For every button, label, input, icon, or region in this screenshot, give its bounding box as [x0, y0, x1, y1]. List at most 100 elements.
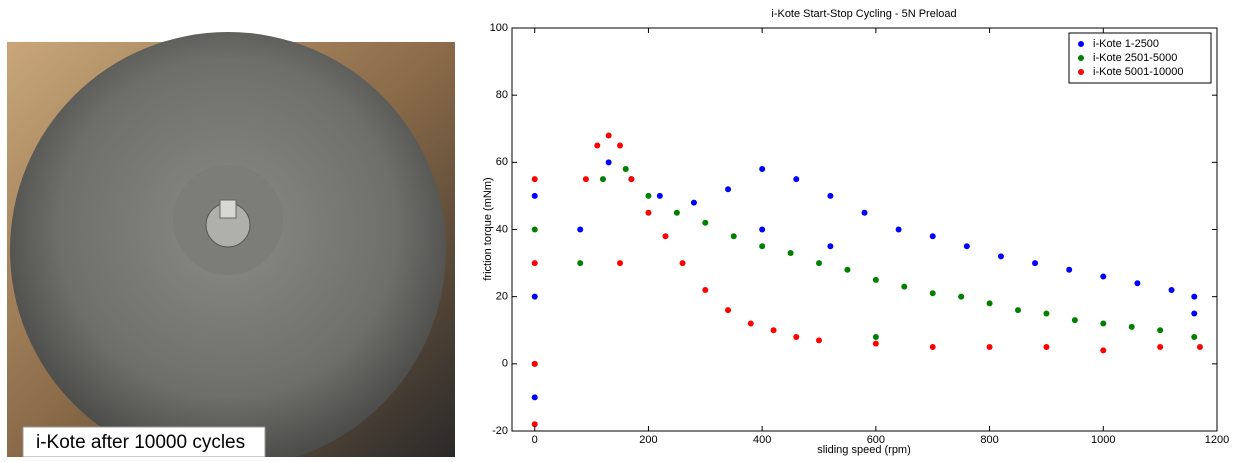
point: [816, 260, 823, 267]
chart: i-Kote Start-Stop Cycling - 5N Preload s…: [482, 8, 1229, 456]
point: [770, 327, 777, 334]
x-tick-label: 1000: [1091, 434, 1115, 446]
point: [1100, 320, 1107, 327]
point: [531, 394, 538, 401]
point: [872, 276, 879, 283]
point: [599, 176, 606, 183]
point: [901, 283, 908, 290]
point: [673, 209, 680, 216]
point: [577, 226, 584, 233]
photo-caption: i-Kote after 10000 cycles: [36, 432, 245, 453]
y-axis-label: friction torque (mNm): [482, 177, 494, 280]
shaft: [219, 199, 237, 219]
x-tick-label: 600: [867, 434, 885, 446]
x-tick-label: 0: [532, 434, 538, 446]
point: [702, 286, 709, 293]
point: [1191, 293, 1198, 300]
point: [617, 260, 624, 267]
point: [605, 132, 612, 139]
photo: i-Kote after 10000 cycles: [7, 32, 455, 462]
point: [827, 243, 834, 250]
point: [628, 176, 635, 183]
point: [1157, 327, 1164, 334]
point: [531, 421, 538, 428]
point: [759, 166, 766, 173]
point: [787, 250, 794, 257]
legend-label: i-Kote 2501-5000: [1093, 52, 1177, 64]
y-tick-label: 40: [496, 223, 508, 235]
point: [986, 344, 993, 351]
point: [895, 226, 902, 233]
x-tick-label: 1200: [1205, 434, 1229, 446]
point: [1196, 344, 1203, 351]
y-tick-label: -20: [492, 425, 508, 437]
point: [1191, 333, 1198, 340]
point: [645, 209, 652, 216]
point: [656, 192, 663, 199]
y-tick-label: 20: [496, 291, 508, 303]
x-tick-label: 800: [980, 434, 998, 446]
point: [1128, 323, 1135, 330]
point: [929, 344, 936, 351]
point: [531, 192, 538, 199]
point: [577, 260, 584, 267]
point: [622, 166, 629, 173]
point: [531, 360, 538, 367]
point: [531, 293, 538, 300]
y-tick-label: 60: [496, 156, 508, 168]
point: [1100, 347, 1107, 354]
point: [702, 219, 709, 226]
point: [759, 243, 766, 250]
legend-label: i-Kote 1-2500: [1093, 38, 1159, 50]
point: [929, 290, 936, 297]
point: [1015, 307, 1022, 314]
legend-marker: [1078, 69, 1084, 75]
legend-box: [1068, 32, 1212, 84]
point: [1071, 317, 1078, 324]
point: [617, 142, 624, 149]
point: [1191, 310, 1198, 317]
point: [690, 199, 697, 206]
legend-marker: [1078, 55, 1084, 61]
legend-label: i-Kote 5001-10000: [1093, 66, 1184, 78]
point: [861, 209, 868, 216]
point: [747, 320, 754, 327]
point: [730, 233, 737, 240]
point: [872, 333, 879, 340]
x-tick-label: 200: [639, 434, 657, 446]
legend-marker: [1078, 41, 1084, 47]
point: [929, 233, 936, 240]
point: [662, 233, 669, 240]
point: [759, 226, 766, 233]
y-tick-label: 80: [496, 89, 508, 101]
x-tick-label: 400: [753, 434, 771, 446]
point: [582, 176, 589, 183]
point: [872, 340, 879, 347]
plot-frame: [511, 27, 1218, 432]
point: [679, 260, 686, 267]
chart-title: i-Kote Start-Stop Cycling - 5N Preload: [771, 8, 956, 20]
point: [816, 337, 823, 344]
point: [645, 192, 652, 199]
point: [793, 176, 800, 183]
point: [963, 243, 970, 250]
point: [531, 260, 538, 267]
point: [1168, 286, 1175, 293]
y-tick-label: 0: [502, 358, 508, 370]
point: [605, 159, 612, 166]
point: [793, 333, 800, 340]
point: [531, 226, 538, 233]
point: [986, 300, 993, 307]
point: [594, 142, 601, 149]
point: [958, 293, 965, 300]
y-tick-label: 100: [490, 22, 508, 34]
point: [1134, 280, 1141, 287]
point: [997, 253, 1004, 260]
point: [725, 186, 732, 193]
point: [1032, 260, 1039, 267]
point: [1066, 266, 1073, 273]
x-axis-label: sliding speed (rpm): [817, 444, 911, 456]
point: [844, 266, 851, 273]
